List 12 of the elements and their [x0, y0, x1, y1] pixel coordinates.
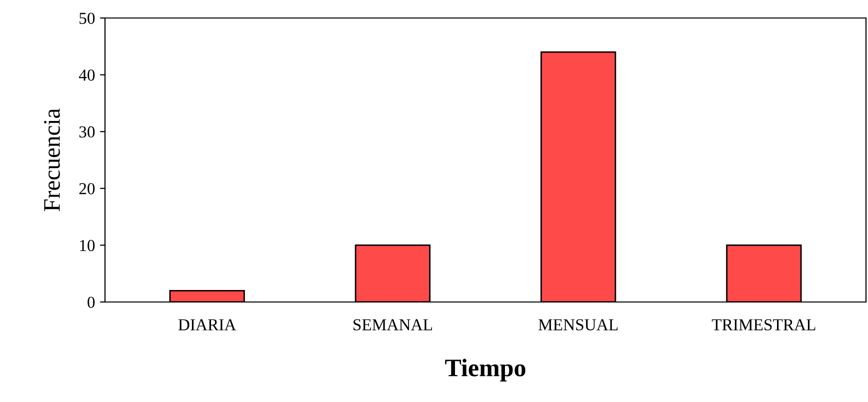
x-tick-label: DIARIA [178, 319, 236, 330]
x-tick-label: MENSUAL [538, 319, 618, 330]
x-axis-title: Tiempo [445, 358, 526, 382]
x-tick-label: TRIMESTRAL [712, 319, 816, 330]
y-tick-label: 30 [79, 126, 95, 138]
x-tick-label: SEMANAL [354, 319, 432, 330]
y-tick-label: 20 [79, 183, 95, 194]
y-tick-label: 50 [80, 12, 95, 24]
y-tick-label: 40 [78, 70, 95, 81]
y-tick-label: 0 [88, 296, 95, 308]
y-axis-title: Frecuencia [44, 108, 60, 212]
y-tick-label: 10 [80, 240, 95, 252]
